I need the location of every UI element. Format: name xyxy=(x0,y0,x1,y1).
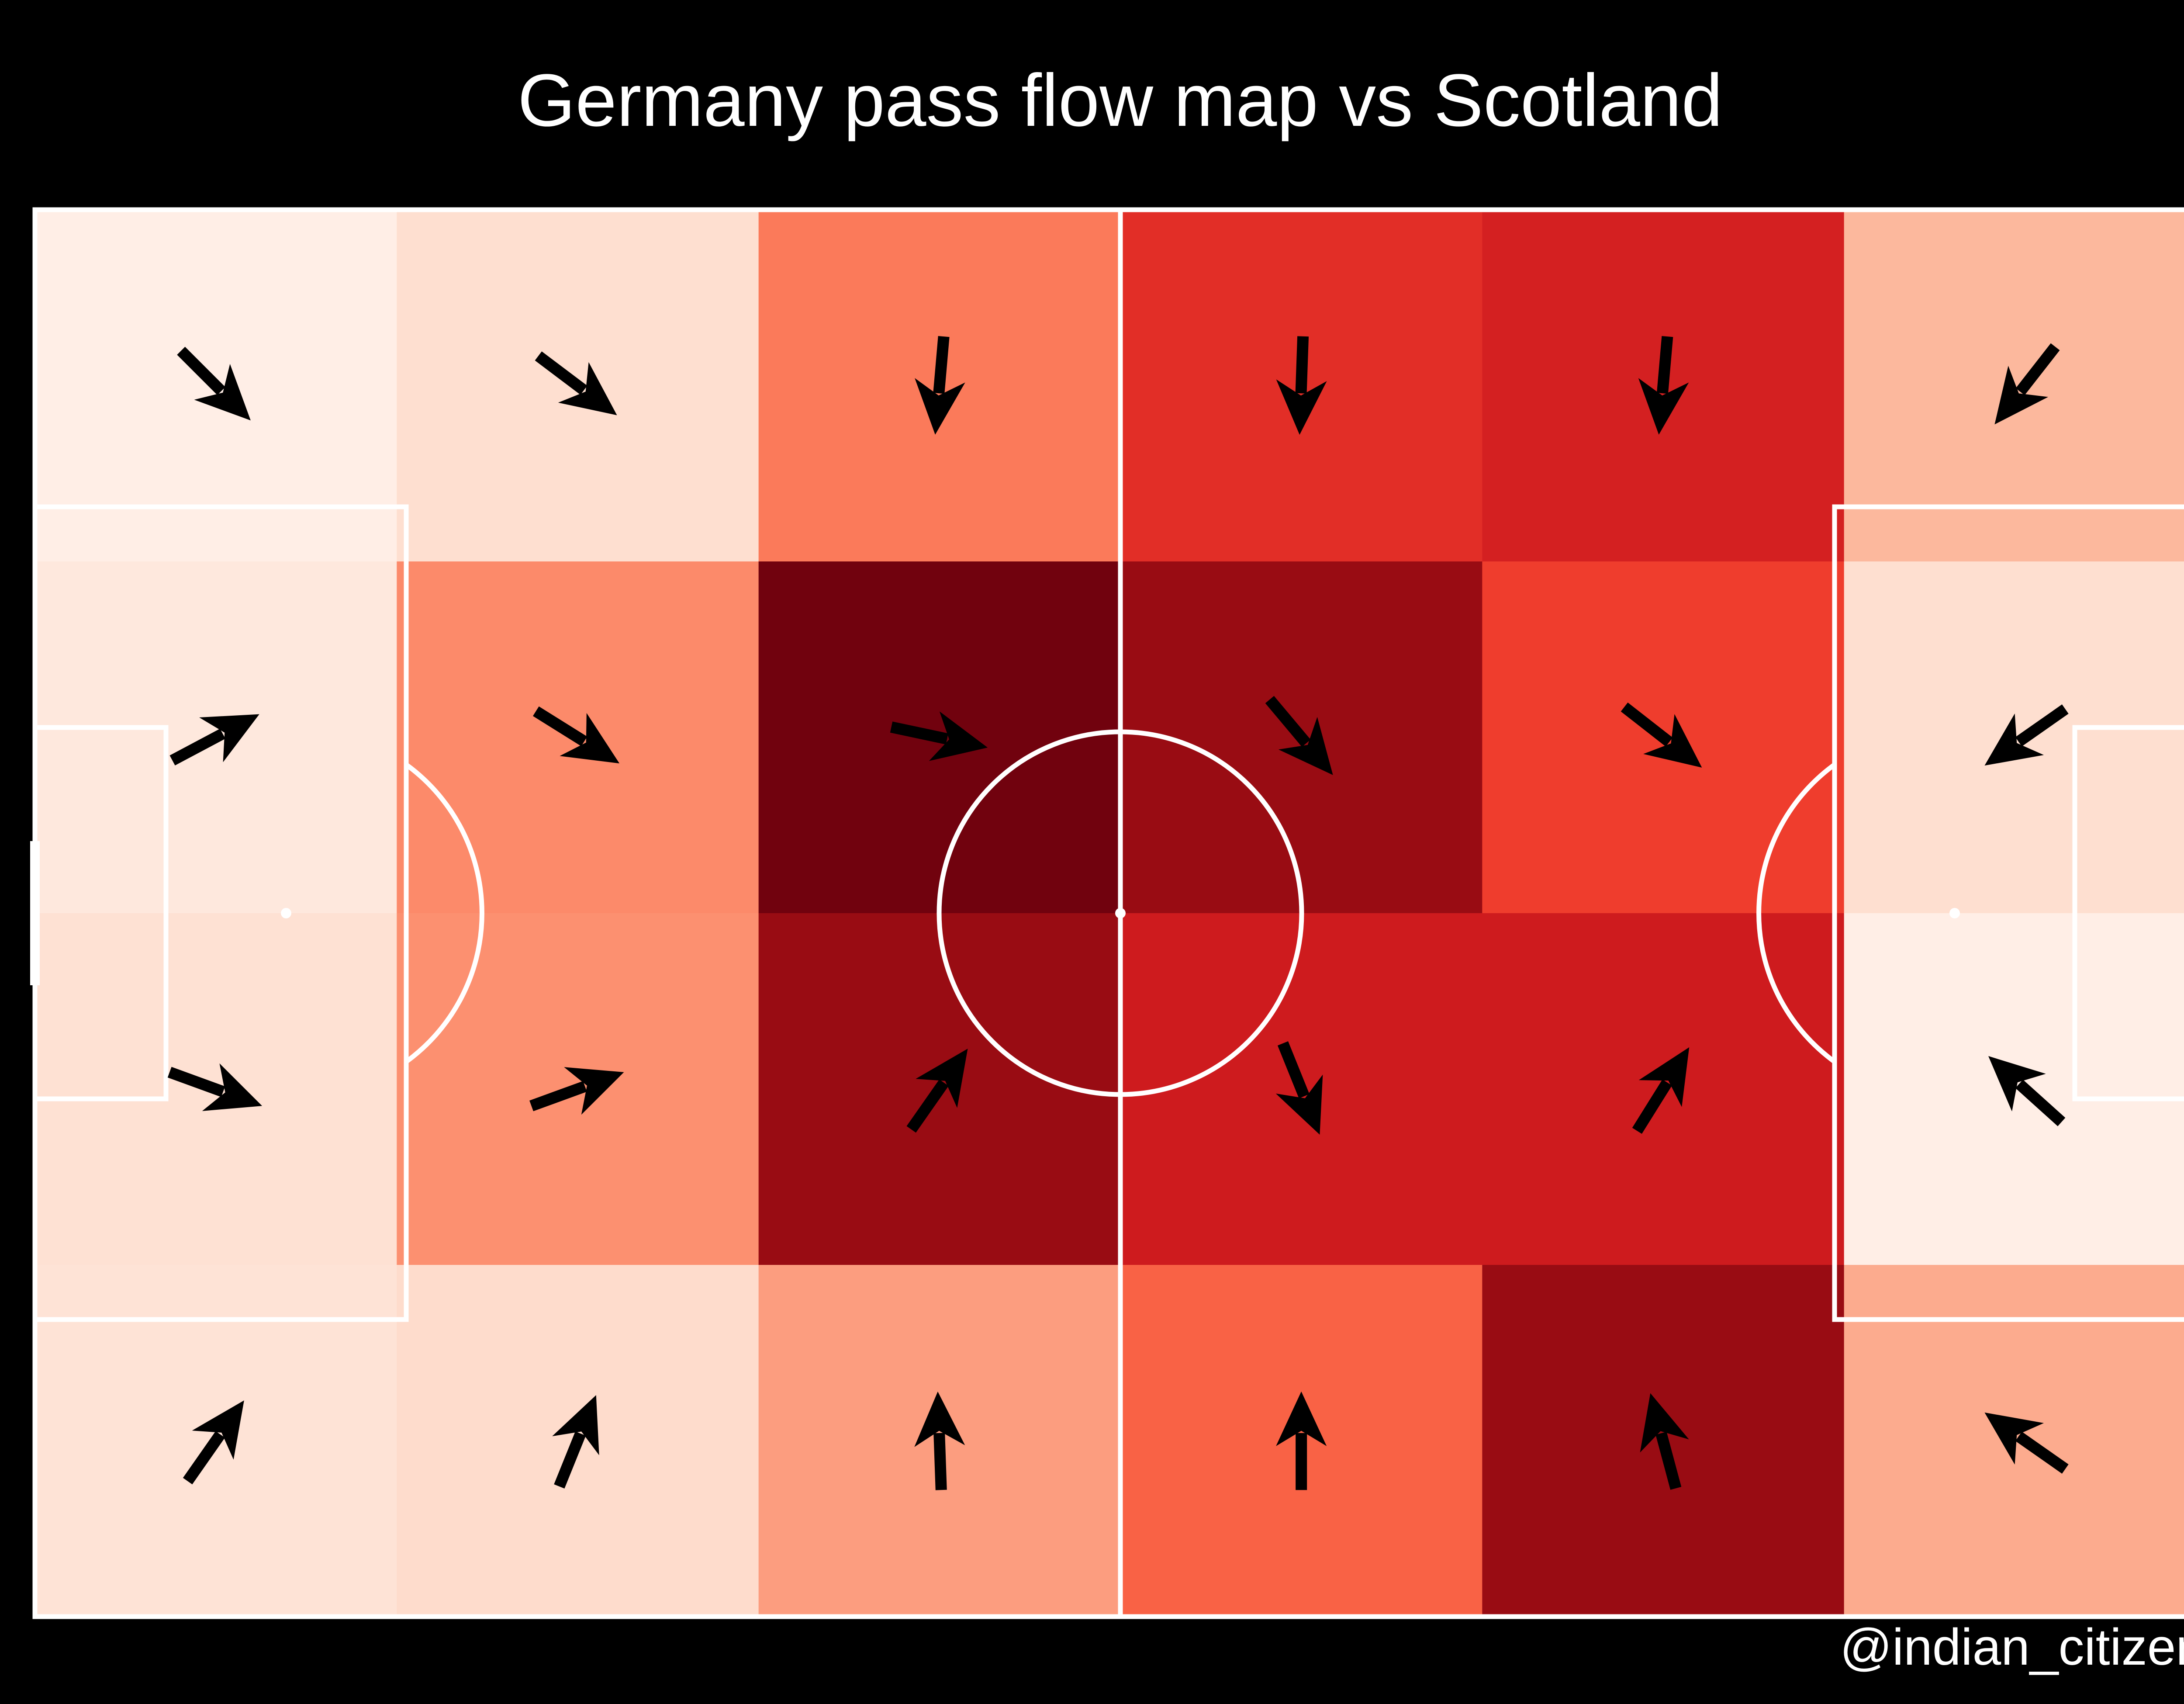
flow-arrow-r3-c5 xyxy=(1632,1047,1690,1134)
flow-arrow-r4-c6 xyxy=(1984,1412,2069,1474)
right-penalty-spot xyxy=(1949,908,1960,918)
flow-arrow-r2-c5 xyxy=(1621,702,1702,768)
flow-arrow-r3-c1 xyxy=(167,1063,263,1111)
left-penalty-arc xyxy=(404,762,484,1064)
center-circle xyxy=(936,729,1304,1097)
chart-title: Germany pass flow map vs Scotland xyxy=(518,59,1723,142)
flow-arrow-r4-c1 xyxy=(183,1400,244,1485)
flow-arrow-r2-c6 xyxy=(1984,704,2069,766)
flow-arrow-r3-c4 xyxy=(1275,1041,1323,1135)
flow-arrow-r2-c2 xyxy=(532,706,620,764)
flow-arrow-r3-c6 xyxy=(1988,1056,2066,1126)
flow-arrow-r1-c1 xyxy=(177,346,251,421)
flow-arrow-r2-c3 xyxy=(890,711,988,761)
pitch-markings xyxy=(30,207,2184,1619)
flow-arrow-r1-c2 xyxy=(535,351,617,416)
flow-arrow-r1-c6 xyxy=(1994,343,2060,425)
flow-arrows xyxy=(167,336,2069,1490)
flow-arrow-r1-c5 xyxy=(1638,336,1689,435)
flow-arrow-r2-c4 xyxy=(1265,696,1333,775)
right-six-yard-box xyxy=(2072,725,2184,1101)
heatmap-cells xyxy=(35,210,2184,1617)
flow-arrow-r4-c3 xyxy=(914,1391,965,1490)
right-penalty-box xyxy=(1832,504,2184,1322)
center-spot xyxy=(1115,908,1126,918)
flow-arrow-r1-c3 xyxy=(915,336,965,435)
right-penalty-arc xyxy=(1756,762,1836,1064)
flow-arrow-r3-c2 xyxy=(529,1067,624,1115)
credit-label: @indian_citizen xyxy=(1840,1618,2184,1676)
flow-arrow-r1-c4 xyxy=(1276,336,1327,435)
left-penalty-spot xyxy=(281,908,291,918)
flow-arrow-r3-c3 xyxy=(906,1049,968,1133)
flow-arrow-r4-c4 xyxy=(1276,1391,1327,1490)
flow-arrow-r4-c5 xyxy=(1640,1393,1689,1490)
flow-arrow-r2-c1 xyxy=(169,714,259,765)
flow-arrow-r4-c2 xyxy=(552,1395,599,1489)
